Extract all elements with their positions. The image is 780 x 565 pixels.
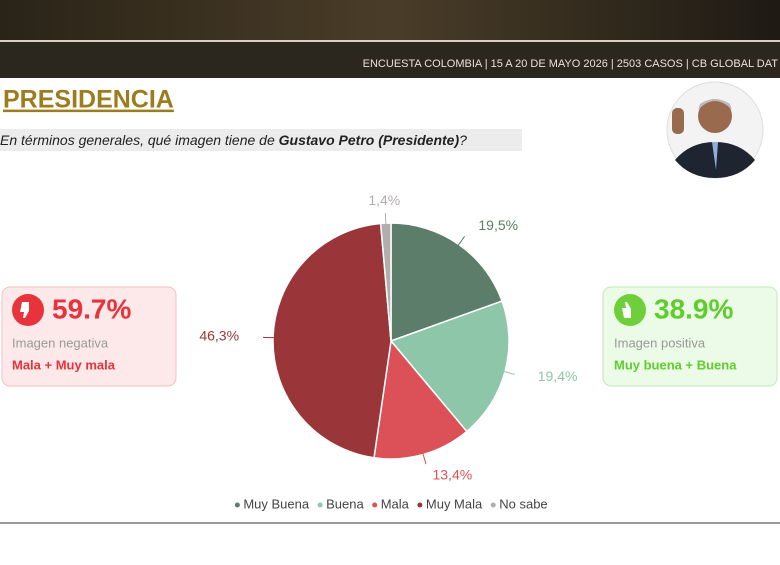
legend-entry: Muy Buena bbox=[243, 496, 310, 511]
data-label: 46,3% bbox=[199, 328, 239, 344]
leader-line bbox=[502, 370, 515, 375]
question-bold: Gustavo Petro (Presidente) bbox=[279, 132, 460, 148]
legend-entry: Buena bbox=[326, 496, 364, 511]
question-text: En términos generales, qué imagen tiene … bbox=[0, 132, 279, 148]
legend-entry: No sabe bbox=[499, 496, 547, 511]
legend-entry: Muy Mala bbox=[426, 496, 483, 511]
positive-card: 38.9% Imagen positiva Muy buena + Buena bbox=[602, 286, 778, 387]
question-bg bbox=[0, 129, 522, 151]
card-label: Imagen negativa bbox=[12, 335, 109, 350]
data-label: 13,4% bbox=[432, 466, 472, 482]
question: En términos generales, qué imagen tiene … bbox=[0, 132, 467, 148]
leader-line bbox=[422, 452, 427, 465]
leader-line bbox=[384, 213, 387, 226]
legend: Muy Buena Buena Mala Muy Mala No sabe bbox=[234, 496, 548, 511]
leader-line bbox=[457, 235, 466, 247]
top-blur bbox=[0, 0, 780, 40]
legend-dot bbox=[417, 502, 423, 508]
legend-dot bbox=[490, 502, 496, 508]
title: PRESIDENCIA bbox=[3, 86, 174, 114]
legend-entry: Mala bbox=[381, 496, 410, 511]
banner-text: ENCUESTA COLOMBIA | 15 A 20 DE MAYO 2026… bbox=[363, 58, 779, 70]
card-detail: Muy buena + Buena bbox=[614, 357, 737, 372]
question-end: ? bbox=[459, 132, 467, 148]
card-detail: Mala + Muy mala bbox=[12, 357, 116, 372]
portrait bbox=[666, 81, 764, 179]
data-label: 19,5% bbox=[478, 217, 518, 233]
card-value: 38.9% bbox=[654, 293, 733, 324]
legend-dot bbox=[372, 502, 378, 508]
banner-rule bbox=[0, 40, 780, 42]
card-value: 59.7% bbox=[52, 293, 131, 324]
banner bbox=[0, 42, 780, 78]
negative-card: 59.7% Imagen negativa Mala + Muy mala bbox=[1, 286, 177, 387]
card-label: Imagen positiva bbox=[614, 335, 706, 350]
data-label: 1,4% bbox=[368, 192, 400, 208]
pie-slice bbox=[272, 222, 392, 459]
data-label: 19,4% bbox=[538, 368, 578, 384]
legend-dot bbox=[317, 502, 323, 508]
legend-dot bbox=[234, 502, 240, 508]
